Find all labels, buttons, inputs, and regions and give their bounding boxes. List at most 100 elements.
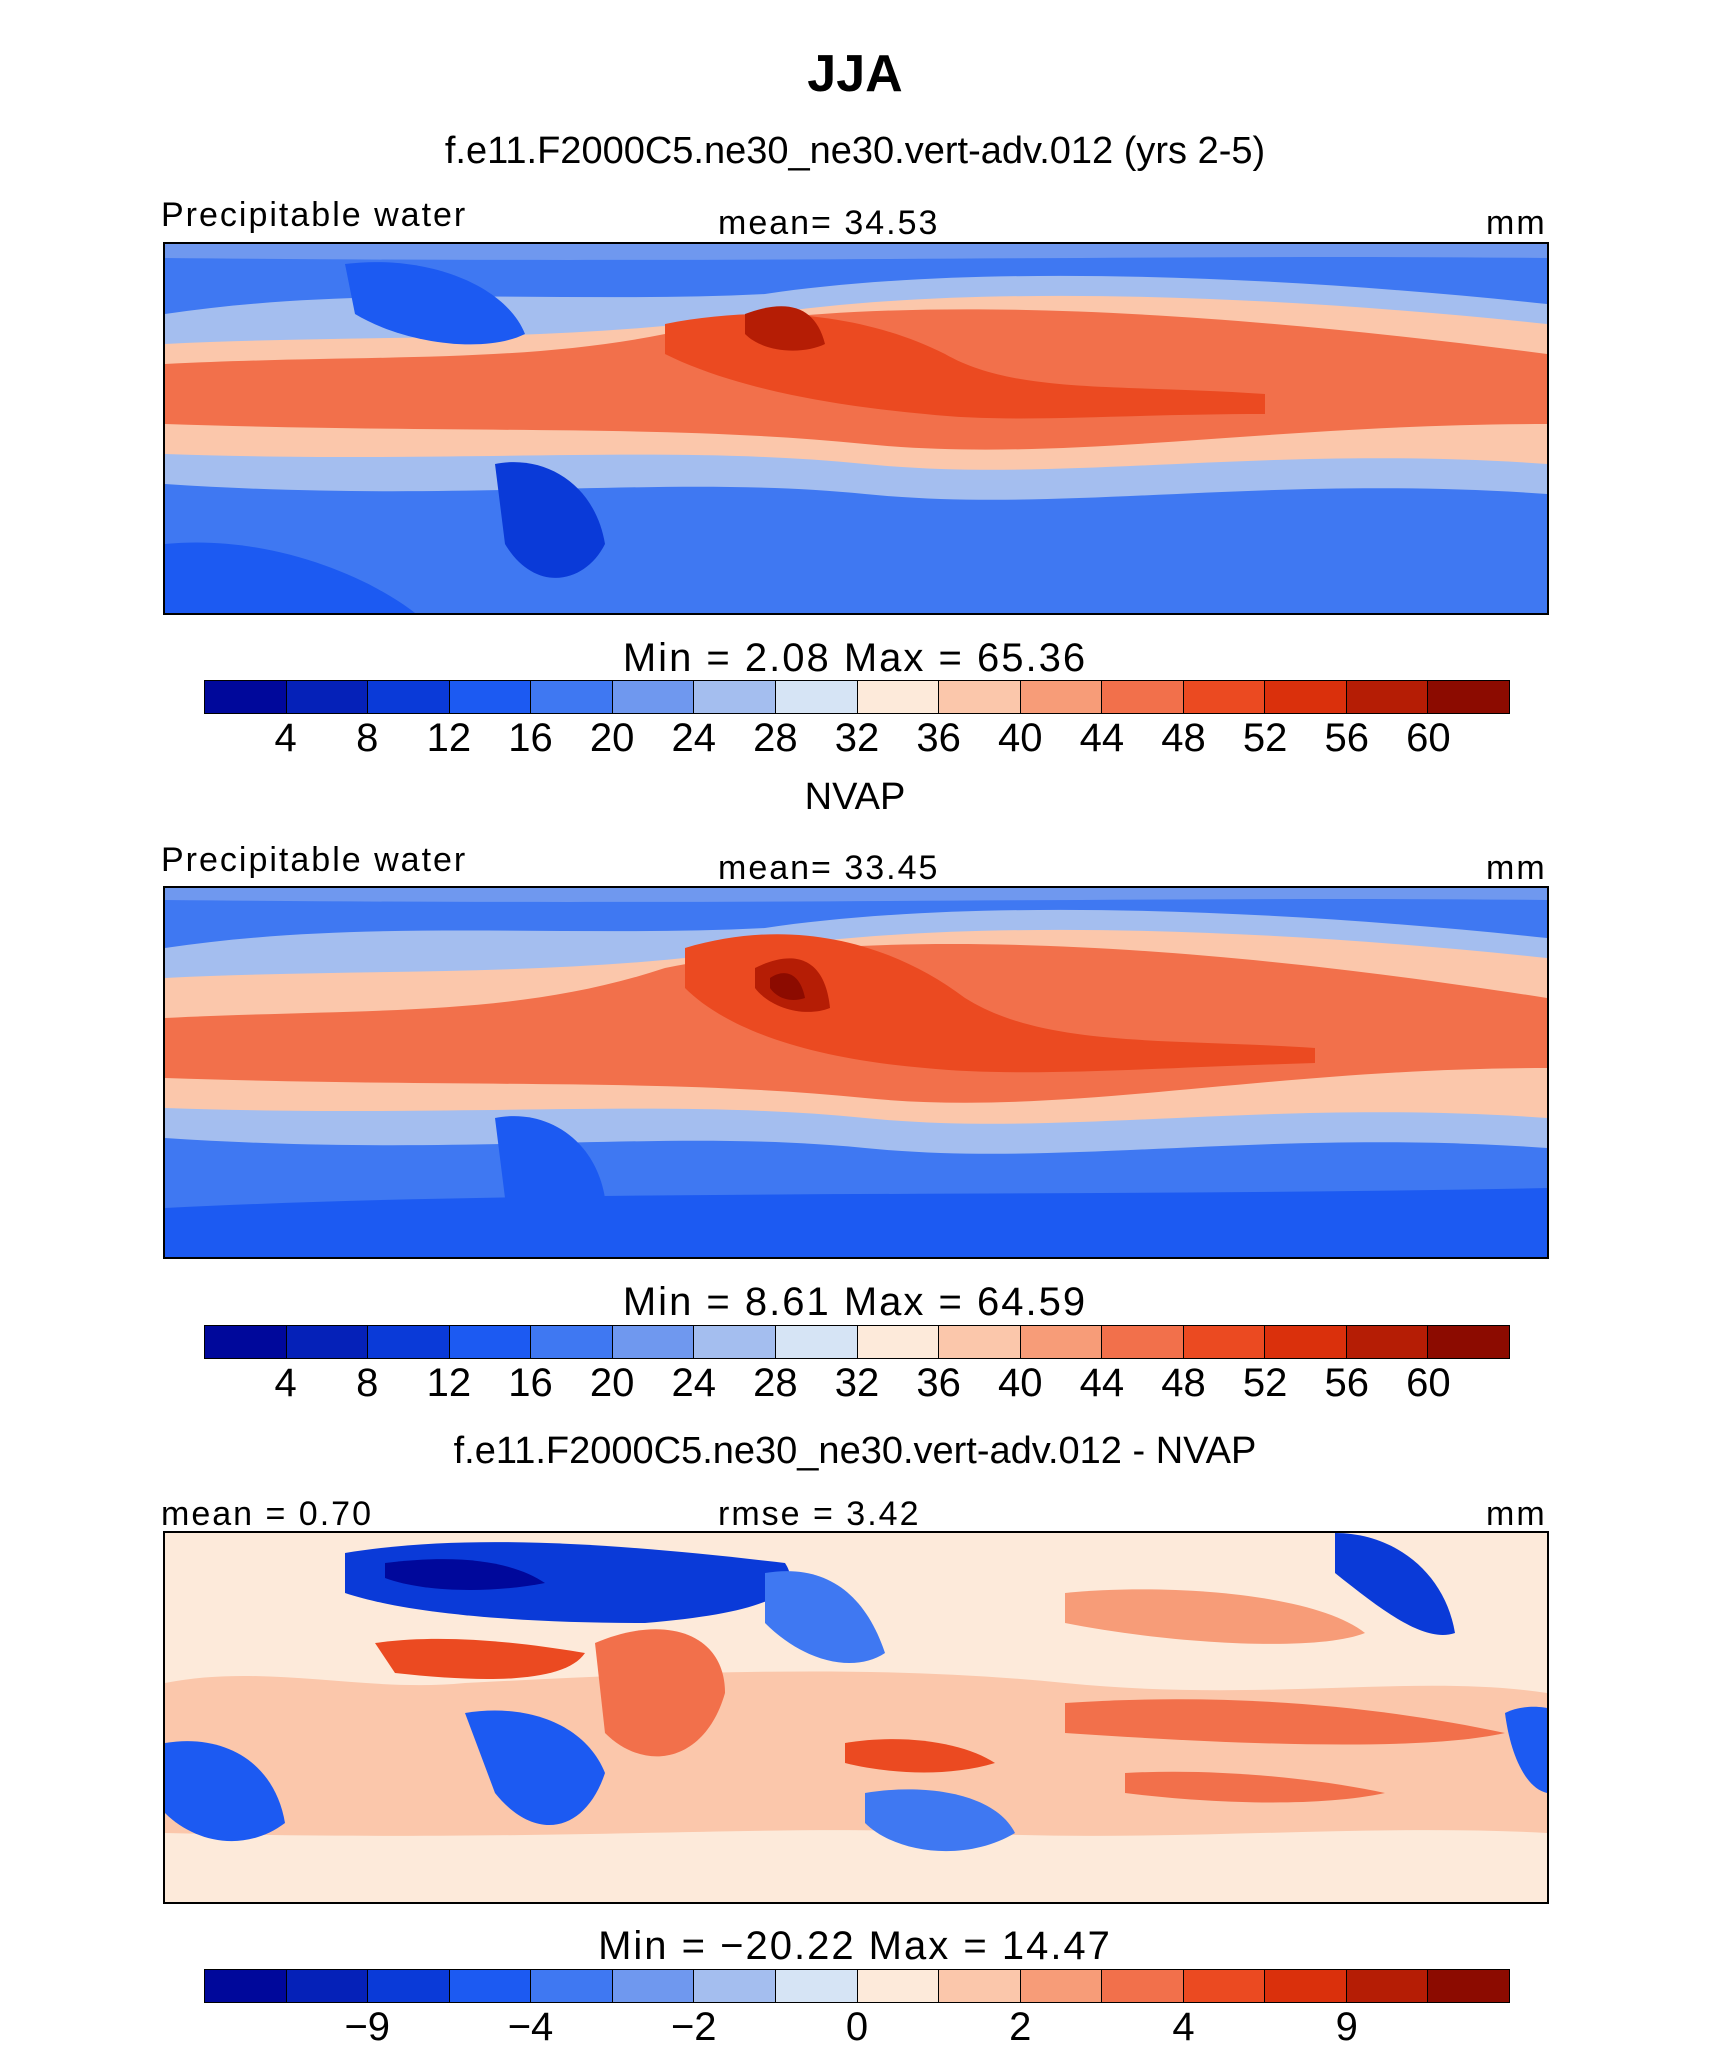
colorbar-swatch <box>1265 681 1347 713</box>
colorbar-tick-label: 4 <box>1172 2005 1195 2049</box>
colorbar-swatch <box>368 1326 450 1358</box>
colorbar-swatch <box>1346 681 1429 713</box>
colorbar-tick-label: −4 <box>507 2005 554 2049</box>
colorbar-tick-label: 44 <box>1079 716 1125 760</box>
colorbar-tick-label: 48 <box>1161 716 1206 760</box>
panel-3-rmse-label: rmse = 3.42 <box>718 1495 921 1533</box>
colorbar-swatch <box>1183 1326 1266 1358</box>
colorbar-swatch <box>531 1970 613 2002</box>
colorbar-tick-label: 2 <box>1009 2005 1032 2049</box>
colorbar-swatch <box>1102 681 1184 713</box>
colorbar-swatch <box>857 1326 940 1358</box>
colorbar-tick-label: 52 <box>1242 1361 1288 1405</box>
colorbar-swatch <box>205 1970 287 2002</box>
panel-2-contour-field <box>165 888 1547 1257</box>
colorbar-swatch <box>205 1326 287 1358</box>
colorbar-swatch <box>939 681 1021 713</box>
colorbar-tick-label: 44 <box>1079 1361 1125 1405</box>
colorbar-swatch <box>286 1970 369 2002</box>
colorbar-tick-label: 12 <box>426 716 472 760</box>
colorbar-swatch <box>857 681 940 713</box>
colorbar-tick-label: 32 <box>834 1361 880 1405</box>
panel-3-units: mm <box>1486 1495 1547 1533</box>
colorbar-tick-label: 60 <box>1406 716 1451 760</box>
colorbar-swatch <box>449 1970 532 2002</box>
colorbar-tick-label: 16 <box>508 1361 553 1405</box>
panel-3-title: f.e11.F2000C5.ne30_ne30.vert-adv.012 - N… <box>453 1430 1257 1472</box>
panel-2-colorbar <box>204 1325 1510 1359</box>
colorbar-swatch <box>1020 1970 1103 2002</box>
colorbar-tick-label: 32 <box>834 716 880 760</box>
colorbar-swatch <box>939 1970 1021 2002</box>
panel-1-left-label: Precipitable water <box>161 196 468 234</box>
colorbar-swatch <box>1428 1326 1509 1358</box>
colorbar-tick-label: 0 <box>845 2005 869 2049</box>
colorbar-swatch <box>1265 1970 1347 2002</box>
colorbar-swatch <box>1102 1970 1184 2002</box>
colorbar-swatch <box>368 1970 450 2002</box>
panel-2-mean-label: mean= 33.45 <box>718 849 940 887</box>
figure-title: JJA <box>807 45 903 103</box>
colorbar-swatch <box>286 1326 369 1358</box>
colorbar-swatch <box>1102 1326 1184 1358</box>
colorbar-tick-label: 4 <box>274 716 297 760</box>
panel-1-min-max: Min = 2.08 Max = 65.36 <box>622 636 1088 680</box>
colorbar-swatch <box>1346 1326 1429 1358</box>
colorbar-tick-label: 20 <box>589 1361 635 1405</box>
panel-1-map <box>163 242 1549 615</box>
panel-3-map <box>163 1531 1549 1904</box>
colorbar-swatch <box>612 1326 695 1358</box>
colorbar-swatch <box>694 681 776 713</box>
colorbar-swatch <box>775 1326 858 1358</box>
colorbar-tick-label: 24 <box>671 1361 717 1405</box>
colorbar-swatch <box>531 1326 613 1358</box>
colorbar-swatch <box>612 681 695 713</box>
colorbar-swatch <box>205 681 287 713</box>
colorbar-tick-label: 8 <box>356 1361 379 1405</box>
colorbar-tick-label: 12 <box>426 1361 472 1405</box>
colorbar-tick-label: 28 <box>753 716 798 760</box>
colorbar-swatch <box>1428 1970 1509 2002</box>
colorbar-swatch <box>286 681 369 713</box>
colorbar-swatch <box>1265 1326 1347 1358</box>
colorbar-swatch <box>694 1970 776 2002</box>
colorbar-swatch <box>1346 1970 1429 2002</box>
colorbar-swatch <box>694 1326 776 1358</box>
panel-3-min-max: Min = −20.22 Max = 14.47 <box>598 1924 1112 1968</box>
colorbar-tick-label: 56 <box>1324 716 1370 760</box>
colorbar-swatch <box>857 1970 940 2002</box>
colorbar-tick-label: 36 <box>916 716 961 760</box>
panel-2-map <box>163 886 1549 1259</box>
colorbar-tick-label: 28 <box>753 1361 798 1405</box>
panel-2-title: NVAP <box>804 776 906 818</box>
colorbar-tick-label: −9 <box>344 2005 391 2049</box>
panel-2-left-label: Precipitable water <box>161 841 468 879</box>
colorbar-swatch <box>531 681 613 713</box>
colorbar-swatch <box>775 1970 858 2002</box>
panel-3-colorbar <box>204 1969 1510 2003</box>
panel-3-contour-field <box>165 1533 1547 1902</box>
colorbar-tick-label: 4 <box>274 1361 297 1405</box>
colorbar-swatch <box>612 1970 695 2002</box>
colorbar-tick-label: 16 <box>508 716 553 760</box>
colorbar-swatch <box>1183 681 1266 713</box>
colorbar-swatch <box>368 681 450 713</box>
colorbar-swatch <box>1020 1326 1103 1358</box>
panel-1-colorbar <box>204 680 1510 714</box>
colorbar-swatch <box>1020 681 1103 713</box>
colorbar-tick-label: 20 <box>589 716 635 760</box>
panel-1-title: f.e11.F2000C5.ne30_ne30.vert-adv.012 (yr… <box>444 130 1266 172</box>
panel-2-min-max: Min = 8.61 Max = 64.59 <box>622 1280 1088 1324</box>
panel-1-mean-label: mean= 34.53 <box>718 204 940 242</box>
panel-2-units: mm <box>1486 849 1547 887</box>
colorbar-tick-label: 36 <box>916 1361 961 1405</box>
colorbar-tick-label: 60 <box>1406 1361 1451 1405</box>
colorbar-swatch <box>939 1326 1021 1358</box>
colorbar-tick-label: 40 <box>998 716 1043 760</box>
colorbar-tick-label: 9 <box>1335 2005 1358 2049</box>
colorbar-tick-label: 48 <box>1161 1361 1206 1405</box>
colorbar-tick-label: 24 <box>671 716 717 760</box>
colorbar-swatch <box>1183 1970 1266 2002</box>
colorbar-tick-label: −2 <box>670 2005 717 2049</box>
colorbar-swatch <box>775 681 858 713</box>
